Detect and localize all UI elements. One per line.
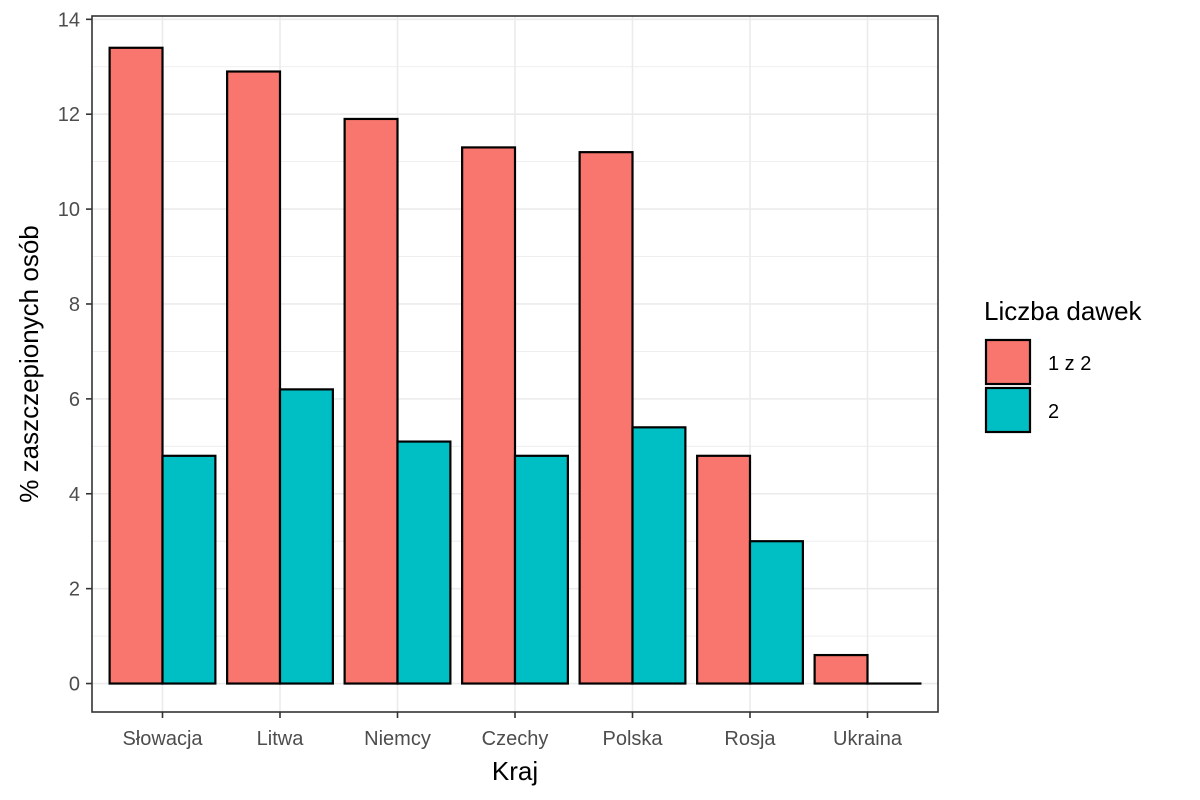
y-axis-title: % zaszczepionych osób [14,225,44,502]
bar-series-1 [696,454,752,685]
y-tick-label: 0 [69,674,80,696]
x-tick-label: Rosja [724,728,776,750]
y-tick-label: 14 [58,9,80,31]
legend-items: 1 z 2 2 [984,338,1091,434]
bar-series-2 [631,426,687,685]
x-tick-label: Niemcy [364,728,431,750]
x-axis-title: Kraj [492,756,538,786]
legend-key [984,338,1032,386]
x-tick-label: Polska [602,728,663,750]
y-tick-label: 8 [69,294,80,316]
y-tick-label: 12 [58,104,80,126]
y-axis-ticks: 0 2 4 6 8 10 12 14 [58,9,92,696]
legend-label: 2 [1048,401,1059,423]
legend-label: 1 z 2 [1048,353,1091,375]
legend-title: Liczba dawek [984,296,1143,326]
bar-series-2 [513,454,569,685]
bar-series-1 [461,146,517,685]
bar-series-1 [226,70,282,685]
legend: Liczba dawek 1 z 2 2 [984,296,1143,434]
x-tick-label: Ukraina [833,728,903,750]
bar-series-1 [578,151,634,685]
bar-series-1 [813,653,869,685]
x-tick-label: Czechy [482,728,549,750]
bar-series-2 [748,540,804,685]
bar-series-1 [108,46,164,685]
legend-key [984,386,1032,434]
x-tick-label: Litwa [257,728,305,750]
y-tick-label: 2 [69,579,80,601]
bar-series-2 [278,388,334,685]
bars [108,46,922,685]
y-tick-label: 4 [69,484,80,506]
bar-series-1 [343,117,399,685]
bar-series-2 [396,440,452,685]
x-tick-label: Słowacja [122,728,203,750]
y-tick-label: 6 [69,389,80,411]
bar-series-2 [161,454,217,685]
x-axis-ticks: Słowacja Litwa Niemcy Czechy Polska Rosja Ukra… [122,712,903,750]
y-tick-label: 10 [58,199,80,221]
